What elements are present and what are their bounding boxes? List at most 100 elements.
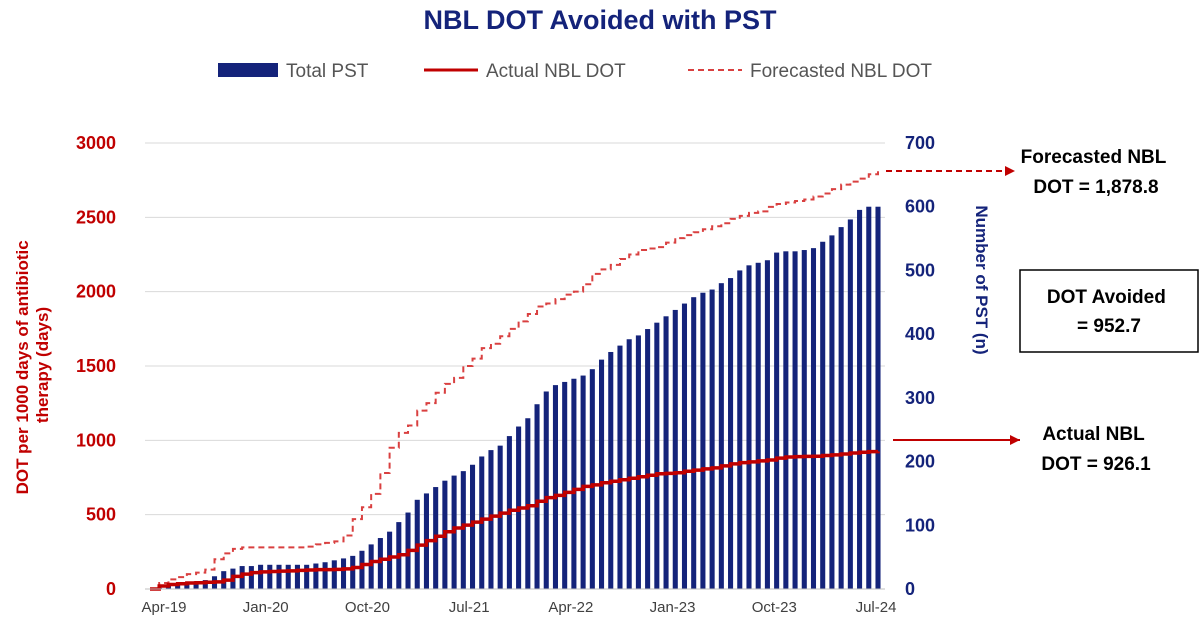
annotation-avoided-box xyxy=(1019,269,1199,353)
y-left-tick-label: 2000 xyxy=(76,282,116,302)
bar-total-pst xyxy=(562,381,568,589)
bar-total-pst xyxy=(820,241,826,589)
bar-total-pst xyxy=(875,206,881,589)
y-left-tick-label: 0 xyxy=(106,579,116,599)
bar-total-pst xyxy=(469,464,476,589)
y-right-tick-label: 0 xyxy=(905,579,915,599)
y-left-tick-label: 2500 xyxy=(76,207,116,227)
line-actual-nbl-dot xyxy=(150,449,880,591)
bar-total-pst xyxy=(525,418,531,589)
bar-total-pst xyxy=(377,538,383,589)
bar-total-pst xyxy=(774,252,780,590)
y-left-tick-label: 1000 xyxy=(76,430,116,450)
bar-total-pst xyxy=(193,581,199,589)
y-left-ticks: 0 500 1000 1500 2000 2500 3000 xyxy=(76,133,116,599)
x-tick-label: Jan-23 xyxy=(650,599,696,616)
bar-total-pst xyxy=(267,564,273,589)
bar-total-pst xyxy=(248,566,254,589)
legend-swatch-total-pst xyxy=(218,63,278,77)
bar-total-pst xyxy=(599,359,605,589)
annotation-forecast-line-2: DOT = 1,878.8 xyxy=(1033,177,1158,198)
bar-total-pst xyxy=(635,335,641,589)
bar-total-pst xyxy=(645,329,651,589)
bar-total-pst xyxy=(783,251,789,590)
annotation-actual-line-1: Actual NBL xyxy=(1042,424,1145,445)
annotation-actual: Actual NBL DOT = 926.1 xyxy=(1041,424,1151,475)
bar-total-pst xyxy=(258,564,264,589)
annotation-avoided: DOT Avoided = 952.7 xyxy=(1047,287,1171,337)
bar-total-pst xyxy=(340,558,347,589)
bar-total-pst xyxy=(589,369,595,589)
bar-total-pst xyxy=(792,251,798,590)
bar-total-pst xyxy=(543,391,549,589)
bar-total-pst xyxy=(285,564,291,589)
bar-total-pst xyxy=(552,385,559,589)
bar-total-pst xyxy=(838,227,844,590)
bar-total-pst xyxy=(737,270,743,589)
bar-total-pst xyxy=(764,260,770,589)
x-tick-label: Oct-20 xyxy=(345,599,390,616)
y-left-tick-label: 1500 xyxy=(76,356,116,376)
y-left-tick-label: 500 xyxy=(86,505,116,525)
bar-total-pst xyxy=(175,583,181,589)
y-right-tick-label: 300 xyxy=(905,388,935,408)
legend: Total PST Actual NBL DOT Forecasted NBL … xyxy=(218,61,932,82)
bars-total-pst xyxy=(156,206,881,590)
bar-total-pst xyxy=(313,563,319,589)
bar-total-pst xyxy=(571,378,577,589)
bar-total-pst xyxy=(718,283,724,589)
bar-total-pst xyxy=(534,404,540,589)
y-right-tick-label: 100 xyxy=(905,515,935,535)
y-right-axis-label: Number of PST (n) xyxy=(972,205,991,354)
bar-total-pst xyxy=(331,560,337,589)
bar-total-pst xyxy=(304,564,310,589)
x-tick-label: Jul-21 xyxy=(449,599,490,616)
y-left-tick-label: 3000 xyxy=(76,133,116,153)
annotation-avoided-line-2: = 952.7 xyxy=(1077,316,1141,337)
y-left-label-line-1: DOT per 1000 days of antibiotic xyxy=(13,240,32,494)
bar-total-pst xyxy=(626,339,632,589)
x-ticks: Apr-19 Jan-20 Oct-20 Jul-21 Apr-22 Jan-23 Oct-… xyxy=(141,599,896,616)
bar-total-pst xyxy=(350,555,356,589)
y-right-tick-label: 700 xyxy=(905,133,935,153)
bar-total-pst xyxy=(866,206,872,589)
annotation-forecast-line-1: Forecasted NBL xyxy=(1021,147,1167,168)
bar-total-pst xyxy=(755,262,761,589)
y-left-axis-label: DOT per 1000 days of antibiotic therapy … xyxy=(13,236,52,495)
bar-total-pst xyxy=(810,248,817,589)
x-tick-label: Apr-19 xyxy=(141,599,186,616)
bar-total-pst xyxy=(672,309,678,589)
bar-total-pst xyxy=(654,322,660,589)
bar-total-pst xyxy=(608,351,614,589)
y-right-tick-label: 500 xyxy=(905,260,935,280)
bar-total-pst xyxy=(184,582,190,589)
bar-total-pst xyxy=(663,316,669,589)
legend-label-forecast: Forecasted NBL DOT xyxy=(750,61,932,82)
bar-total-pst xyxy=(202,580,208,589)
y-left-label-line-2: therapy (days) xyxy=(33,307,52,423)
bar-total-pst xyxy=(847,219,853,589)
bar-total-pst xyxy=(322,562,328,589)
bar-total-pst xyxy=(580,375,586,589)
x-tick-label: Jan-20 xyxy=(243,599,289,616)
bar-total-pst xyxy=(460,471,466,589)
bar-total-pst xyxy=(700,292,706,589)
bar-total-pst xyxy=(276,564,282,589)
bar-total-pst xyxy=(617,345,623,589)
bar-total-pst xyxy=(681,303,688,589)
x-tick-label: Jul-24 xyxy=(856,599,897,616)
y-right-tick-label: 400 xyxy=(905,324,935,344)
bar-total-pst xyxy=(294,564,300,589)
annotation-forecast: Forecasted NBL DOT = 1,878.8 xyxy=(1021,147,1172,198)
annotation-actual-line-2: DOT = 926.1 xyxy=(1041,454,1151,475)
x-tick-label: Apr-22 xyxy=(548,599,593,616)
gridlines xyxy=(145,142,885,516)
bar-total-pst xyxy=(359,550,365,589)
annotation-avoided-line-1: DOT Avoided xyxy=(1047,287,1166,308)
bar-total-pst xyxy=(746,265,752,589)
y-right-ticks: 0 100 200 300 400 500 600 700 xyxy=(905,133,935,599)
legend-label-total-pst: Total PST xyxy=(286,61,369,82)
legend-label-actual: Actual NBL DOT xyxy=(486,61,626,82)
x-tick-label: Oct-23 xyxy=(752,599,797,616)
